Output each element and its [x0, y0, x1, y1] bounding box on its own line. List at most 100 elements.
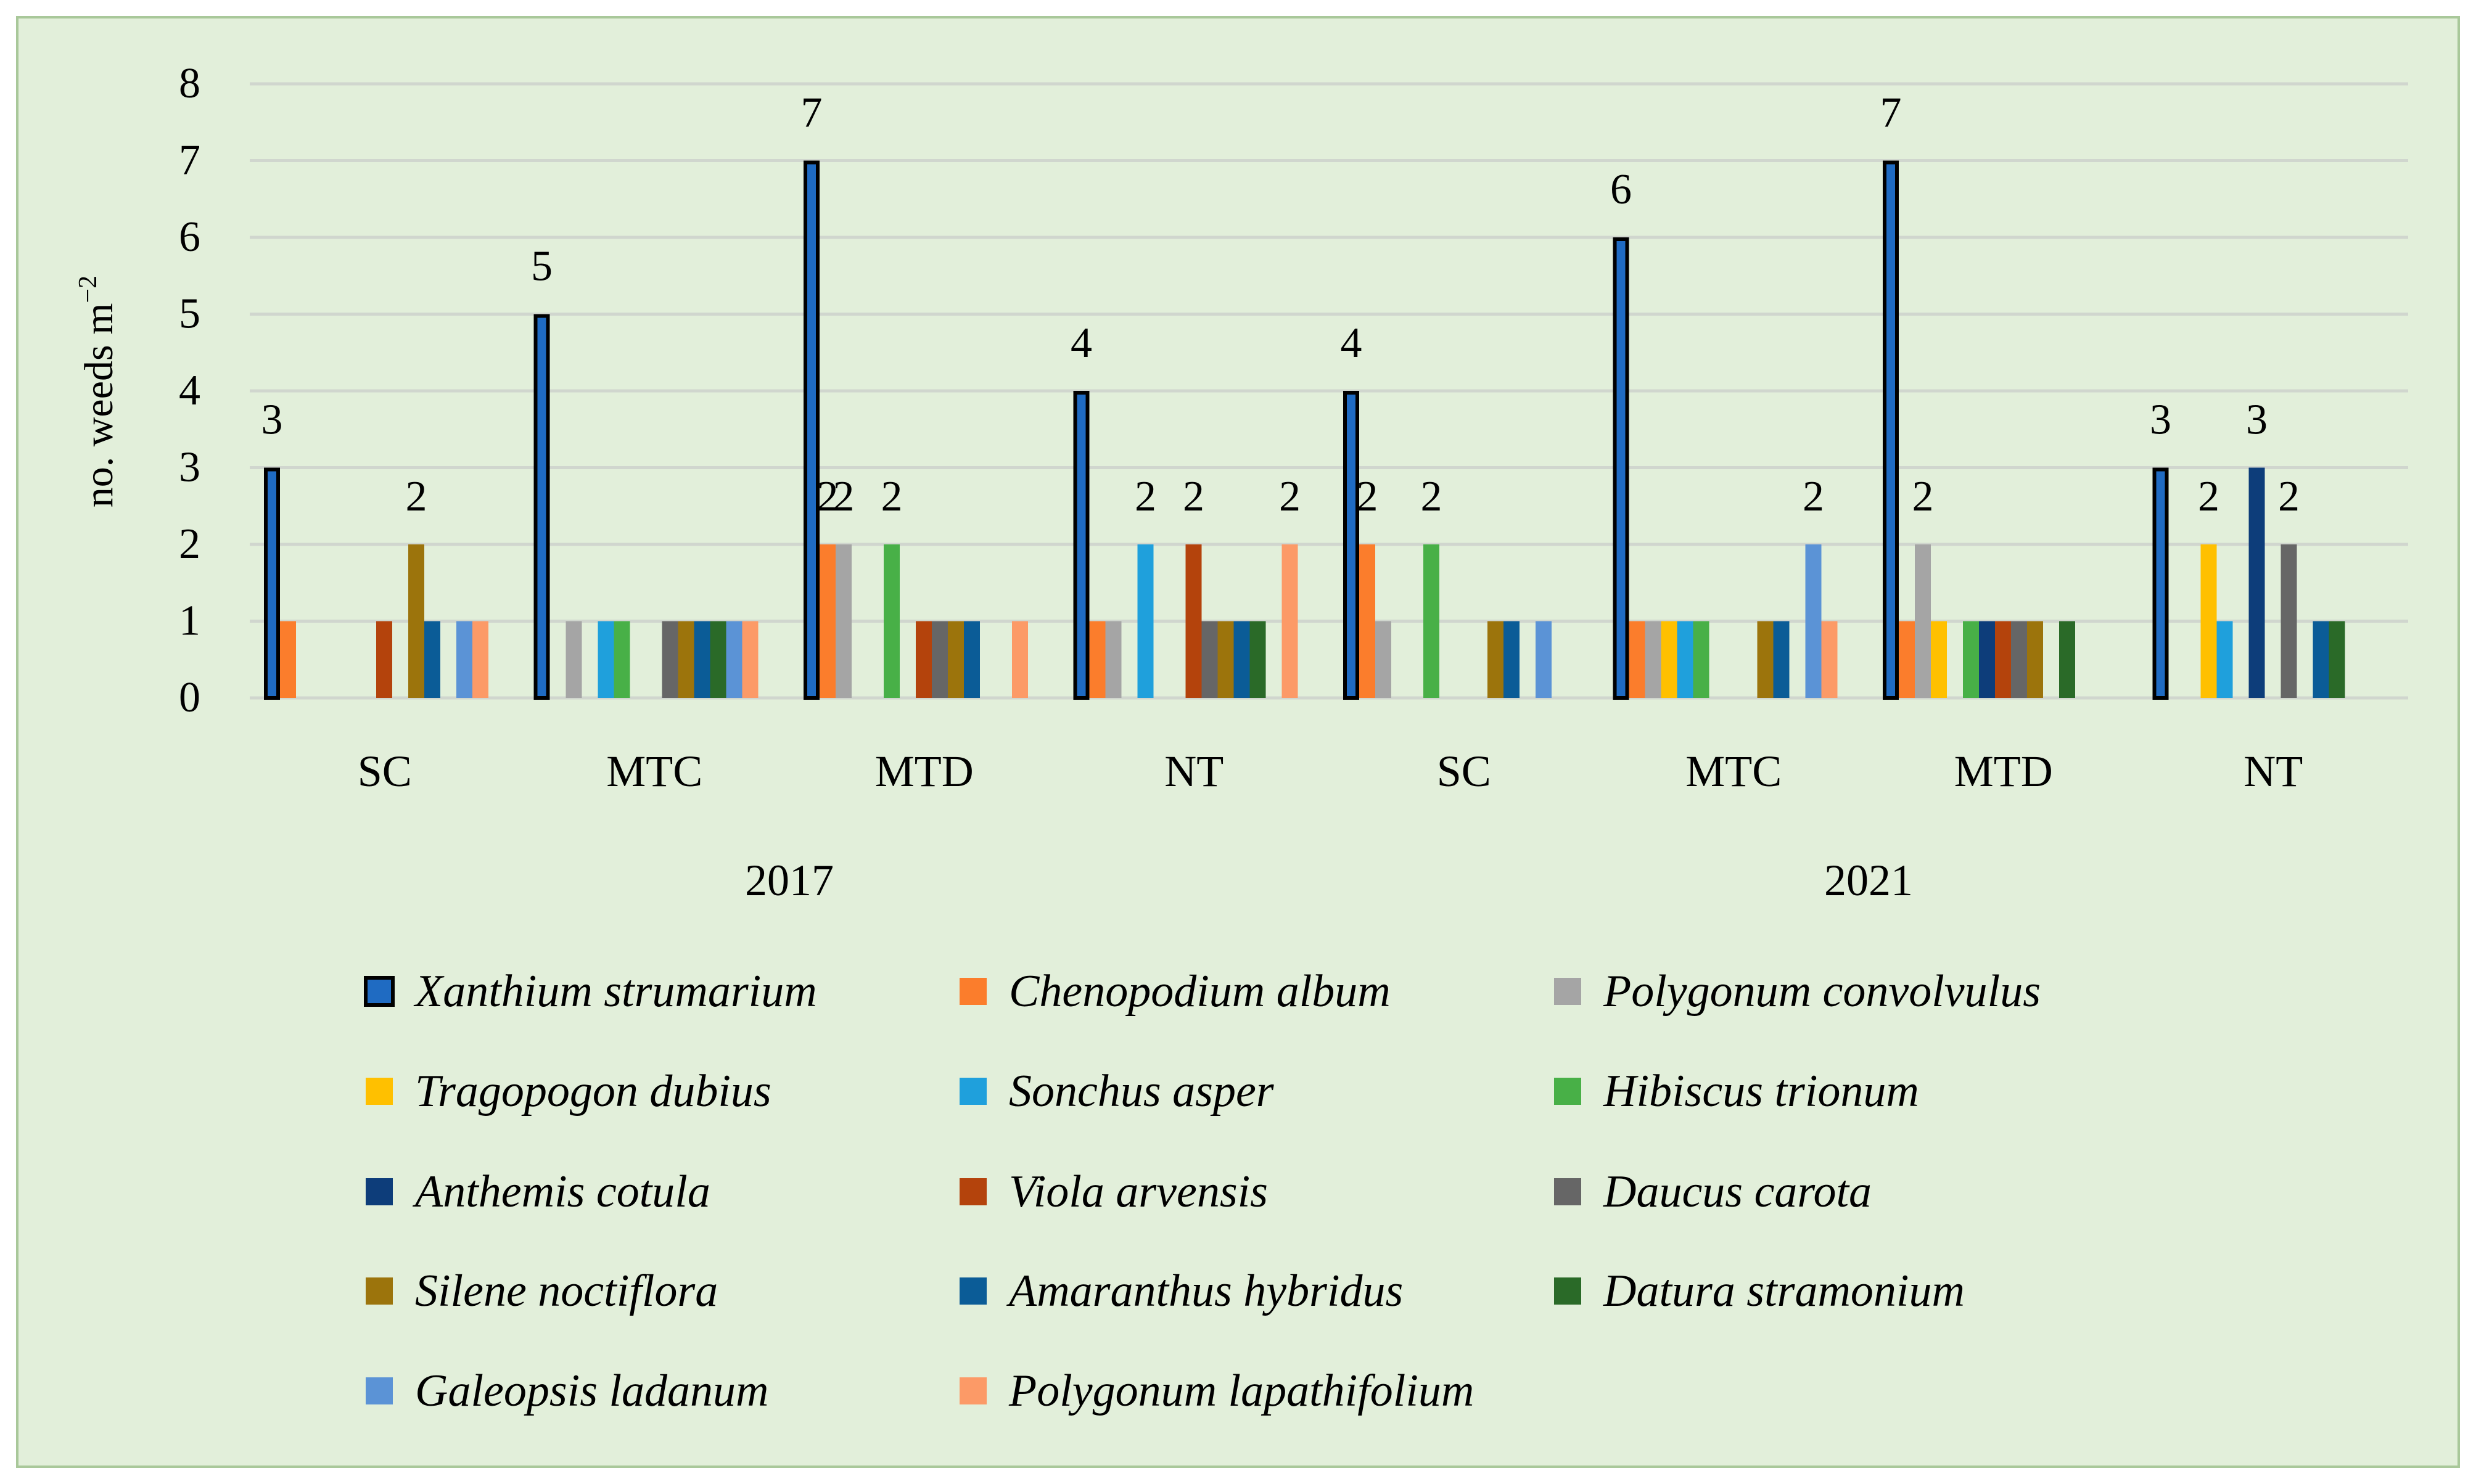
x-category-label: MTC — [1685, 747, 1782, 796]
legend-label: Chenopodium album — [1009, 966, 1391, 1017]
bar — [280, 621, 296, 698]
data-label: 3 — [2246, 396, 2268, 444]
bar — [1693, 621, 1709, 698]
bar — [1105, 621, 1122, 698]
bar — [2059, 621, 2075, 698]
bar — [2216, 621, 2233, 698]
bar — [598, 621, 614, 698]
legend-item: Anthemis cotula — [366, 1166, 710, 1217]
bar — [1645, 621, 1661, 698]
bar — [1503, 621, 1520, 698]
bar — [566, 621, 582, 698]
bar — [2281, 544, 2297, 698]
legend-item: Polygonum convolvulus — [1554, 966, 2041, 1017]
bars — [264, 160, 2345, 700]
legend-item: Amaranthus hybridus — [960, 1266, 1403, 1316]
data-label: 2 — [833, 473, 855, 520]
y-axis-label-text: no. weeds m — [76, 303, 121, 507]
data-label: 2 — [2278, 473, 2300, 520]
bar — [1249, 621, 1266, 698]
chart-background — [16, 16, 2460, 1468]
data-label: 2 — [1357, 473, 1378, 520]
bar — [1073, 391, 1090, 700]
bar — [1677, 621, 1693, 698]
bar — [1883, 160, 1899, 700]
y-tick-label: 1 — [179, 597, 200, 645]
data-label: 2 — [1135, 473, 1156, 520]
legend-item: Silene noctiflora — [366, 1266, 718, 1316]
x-category-label: SC — [1437, 747, 1491, 796]
bar — [2027, 621, 2043, 698]
legend-swatch — [366, 1078, 393, 1105]
bar — [1375, 621, 1391, 698]
bar — [742, 621, 759, 698]
bar — [1931, 621, 1947, 698]
legend-swatch — [960, 1377, 987, 1404]
bar — [948, 621, 964, 698]
bar — [614, 621, 630, 698]
bar — [1487, 621, 1503, 698]
legend-item: Polygonum lapathifolium — [960, 1366, 1474, 1416]
legend-label: Polygonum convolvulus — [1603, 966, 2041, 1017]
data-label: 3 — [2150, 396, 2171, 444]
bar — [726, 621, 742, 698]
data-label: 2 — [1803, 473, 1824, 520]
y-axis-ticks: 0 1 2 3 4 5 6 7 8 — [179, 60, 200, 721]
data-label: 7 — [1880, 89, 1902, 137]
data-label: 2 — [817, 473, 839, 520]
bar — [1217, 621, 1234, 698]
bar — [1661, 621, 1677, 698]
y-tick-label: 0 — [179, 674, 200, 721]
legend-swatch — [1554, 1078, 1581, 1105]
bar — [2329, 621, 2345, 698]
bar — [1012, 621, 1028, 698]
data-label: 4 — [1341, 319, 1362, 367]
legend-swatch — [960, 1277, 987, 1305]
bar — [916, 621, 932, 698]
bar — [456, 621, 472, 698]
legend-item: Sonchus asper — [960, 1066, 1275, 1117]
bar — [1185, 544, 1202, 698]
data-label: 2 — [1183, 473, 1204, 520]
bar — [1805, 544, 1822, 698]
legend-label: Xanthium strumarium — [413, 966, 817, 1017]
bar — [408, 544, 424, 698]
x-category-label: NT — [2244, 747, 2303, 796]
bar — [964, 621, 980, 698]
legend-swatch — [960, 1078, 987, 1105]
bar — [710, 621, 726, 698]
y-axis-label: no. weeds m−2 — [74, 276, 121, 507]
legend-swatch — [960, 978, 987, 1005]
legend-label: Amaranthus hybridus — [1006, 1266, 1403, 1316]
bar — [2200, 544, 2217, 698]
bar — [2011, 621, 2027, 698]
x-category-label: MTD — [1954, 747, 2053, 796]
bar — [820, 544, 836, 698]
legend-swatch — [366, 1178, 393, 1205]
y-tick-label: 2 — [179, 520, 200, 568]
y-tick-label: 5 — [179, 290, 200, 338]
bar — [2248, 467, 2265, 698]
data-label: 2 — [406, 473, 427, 520]
bar — [264, 467, 280, 700]
bar — [1137, 544, 1154, 698]
data-label: 2 — [881, 473, 903, 520]
bar — [1359, 544, 1375, 698]
bar — [836, 544, 852, 698]
legend-item: Datura stramonium — [1554, 1266, 1965, 1316]
legend-label: Galeopsis ladanum — [415, 1366, 769, 1416]
legend-item: Daucus carota — [1554, 1166, 1872, 1217]
legend-label: Anthemis cotula — [412, 1166, 710, 1217]
y-tick-label: 3 — [179, 444, 200, 491]
bar — [804, 160, 820, 700]
bar — [1613, 237, 1629, 700]
bar — [424, 621, 440, 698]
data-label: 2 — [1912, 473, 1934, 520]
legend-item: Viola arvensis — [960, 1166, 1268, 1217]
bar — [1343, 391, 1359, 700]
legend-label: Tragopogon dubius — [415, 1066, 771, 1117]
legend-swatch — [366, 1277, 393, 1305]
legend-item: Galeopsis ladanum — [366, 1366, 769, 1416]
bar — [678, 621, 694, 698]
